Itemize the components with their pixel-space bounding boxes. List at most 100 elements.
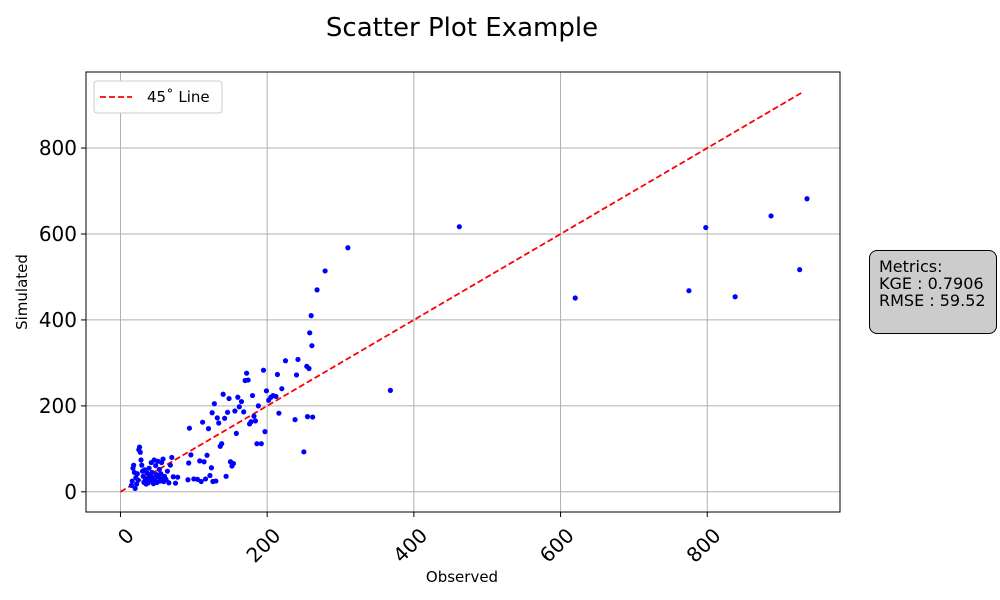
data-point (186, 425, 193, 431)
data-point (129, 478, 135, 484)
data-point (186, 460, 192, 466)
data-point (134, 471, 140, 477)
x-tick-label: 0 (113, 523, 139, 549)
data-point (214, 415, 220, 421)
data-point (236, 404, 242, 410)
data-point (301, 449, 307, 455)
y-tick-label: 200 (39, 394, 77, 418)
data-point (686, 288, 692, 294)
data-point (307, 330, 313, 336)
data-point (251, 413, 257, 419)
metrics-rmse: RMSE : 59.52 (879, 291, 986, 310)
data-point (293, 372, 300, 378)
data-points (128, 196, 810, 491)
data-point (260, 367, 267, 373)
data-point (235, 394, 241, 400)
legend-label: 45˚ Line (147, 88, 210, 106)
data-point (248, 419, 254, 425)
data-point (309, 343, 315, 349)
data-point (233, 430, 239, 436)
grid-lines (86, 72, 840, 512)
data-point (244, 370, 250, 376)
data-point (205, 426, 212, 432)
data-point (170, 474, 176, 480)
y-tick-label: 800 (39, 136, 77, 160)
data-point (164, 468, 171, 474)
data-point (169, 454, 175, 461)
data-point (209, 410, 215, 416)
data-point (387, 387, 393, 393)
data-point (797, 267, 803, 273)
data-point (137, 449, 143, 455)
data-point (167, 462, 173, 468)
data-point (156, 466, 162, 473)
y-tick-label: 600 (39, 222, 77, 246)
data-point (153, 462, 159, 469)
data-point (322, 268, 328, 274)
data-point (279, 386, 285, 392)
data-point (308, 313, 314, 319)
data-point (314, 287, 320, 293)
data-point (208, 465, 215, 471)
x-tick-label: 800 (682, 523, 726, 567)
data-point (252, 418, 259, 424)
plot-frame (85, 71, 841, 513)
data-point (213, 478, 219, 484)
data-point (201, 459, 207, 465)
data-point (768, 213, 774, 219)
data-point (232, 408, 238, 414)
data-point (131, 462, 137, 468)
data-point (223, 473, 229, 479)
data-point (245, 377, 251, 383)
data-point (295, 356, 301, 363)
data-point (249, 392, 256, 399)
metrics-box: Metrics: KGE : 0.7906 RMSE : 59.52 (869, 250, 997, 334)
data-point (128, 482, 135, 488)
data-point (211, 401, 217, 407)
data-point (238, 398, 245, 405)
legend: 45˚ Line (93, 80, 223, 114)
data-point (222, 415, 228, 421)
metrics-header: Metrics: (879, 257, 943, 276)
data-point (292, 417, 298, 423)
data-point (160, 456, 166, 462)
data-point (158, 471, 164, 477)
data-point (136, 444, 143, 450)
y-tick-label: 0 (64, 480, 77, 504)
data-point (310, 414, 316, 420)
data-point (163, 476, 169, 482)
metrics-kge: KGE : 0.7906 (879, 274, 984, 293)
data-point (273, 393, 279, 400)
data-point (572, 295, 578, 301)
data-point (175, 474, 181, 480)
data-point (262, 429, 268, 435)
data-point (274, 371, 281, 378)
data-point (263, 388, 270, 394)
data-point (166, 480, 172, 486)
data-point (304, 414, 311, 420)
data-point (207, 472, 213, 479)
data-point (146, 465, 152, 471)
data-point (200, 419, 206, 425)
data-point (185, 477, 191, 483)
reference-line-45 (120, 91, 804, 493)
data-point (197, 458, 203, 464)
data-point (254, 441, 260, 447)
data-point (224, 409, 231, 415)
data-point (219, 441, 225, 447)
data-point (139, 462, 145, 468)
data-point (703, 224, 709, 231)
data-point (220, 391, 226, 397)
legend-box (93, 80, 223, 114)
data-point (804, 196, 810, 202)
x-tick-label: 400 (388, 523, 432, 567)
y-tick-label: 400 (39, 308, 77, 332)
data-point (306, 365, 312, 372)
data-point (202, 476, 209, 482)
x-axis-label: Observed (426, 568, 498, 586)
data-point (732, 294, 738, 300)
data-point (138, 457, 144, 463)
data-point (230, 460, 237, 467)
chart-title: Scatter Plot Example (326, 13, 598, 43)
